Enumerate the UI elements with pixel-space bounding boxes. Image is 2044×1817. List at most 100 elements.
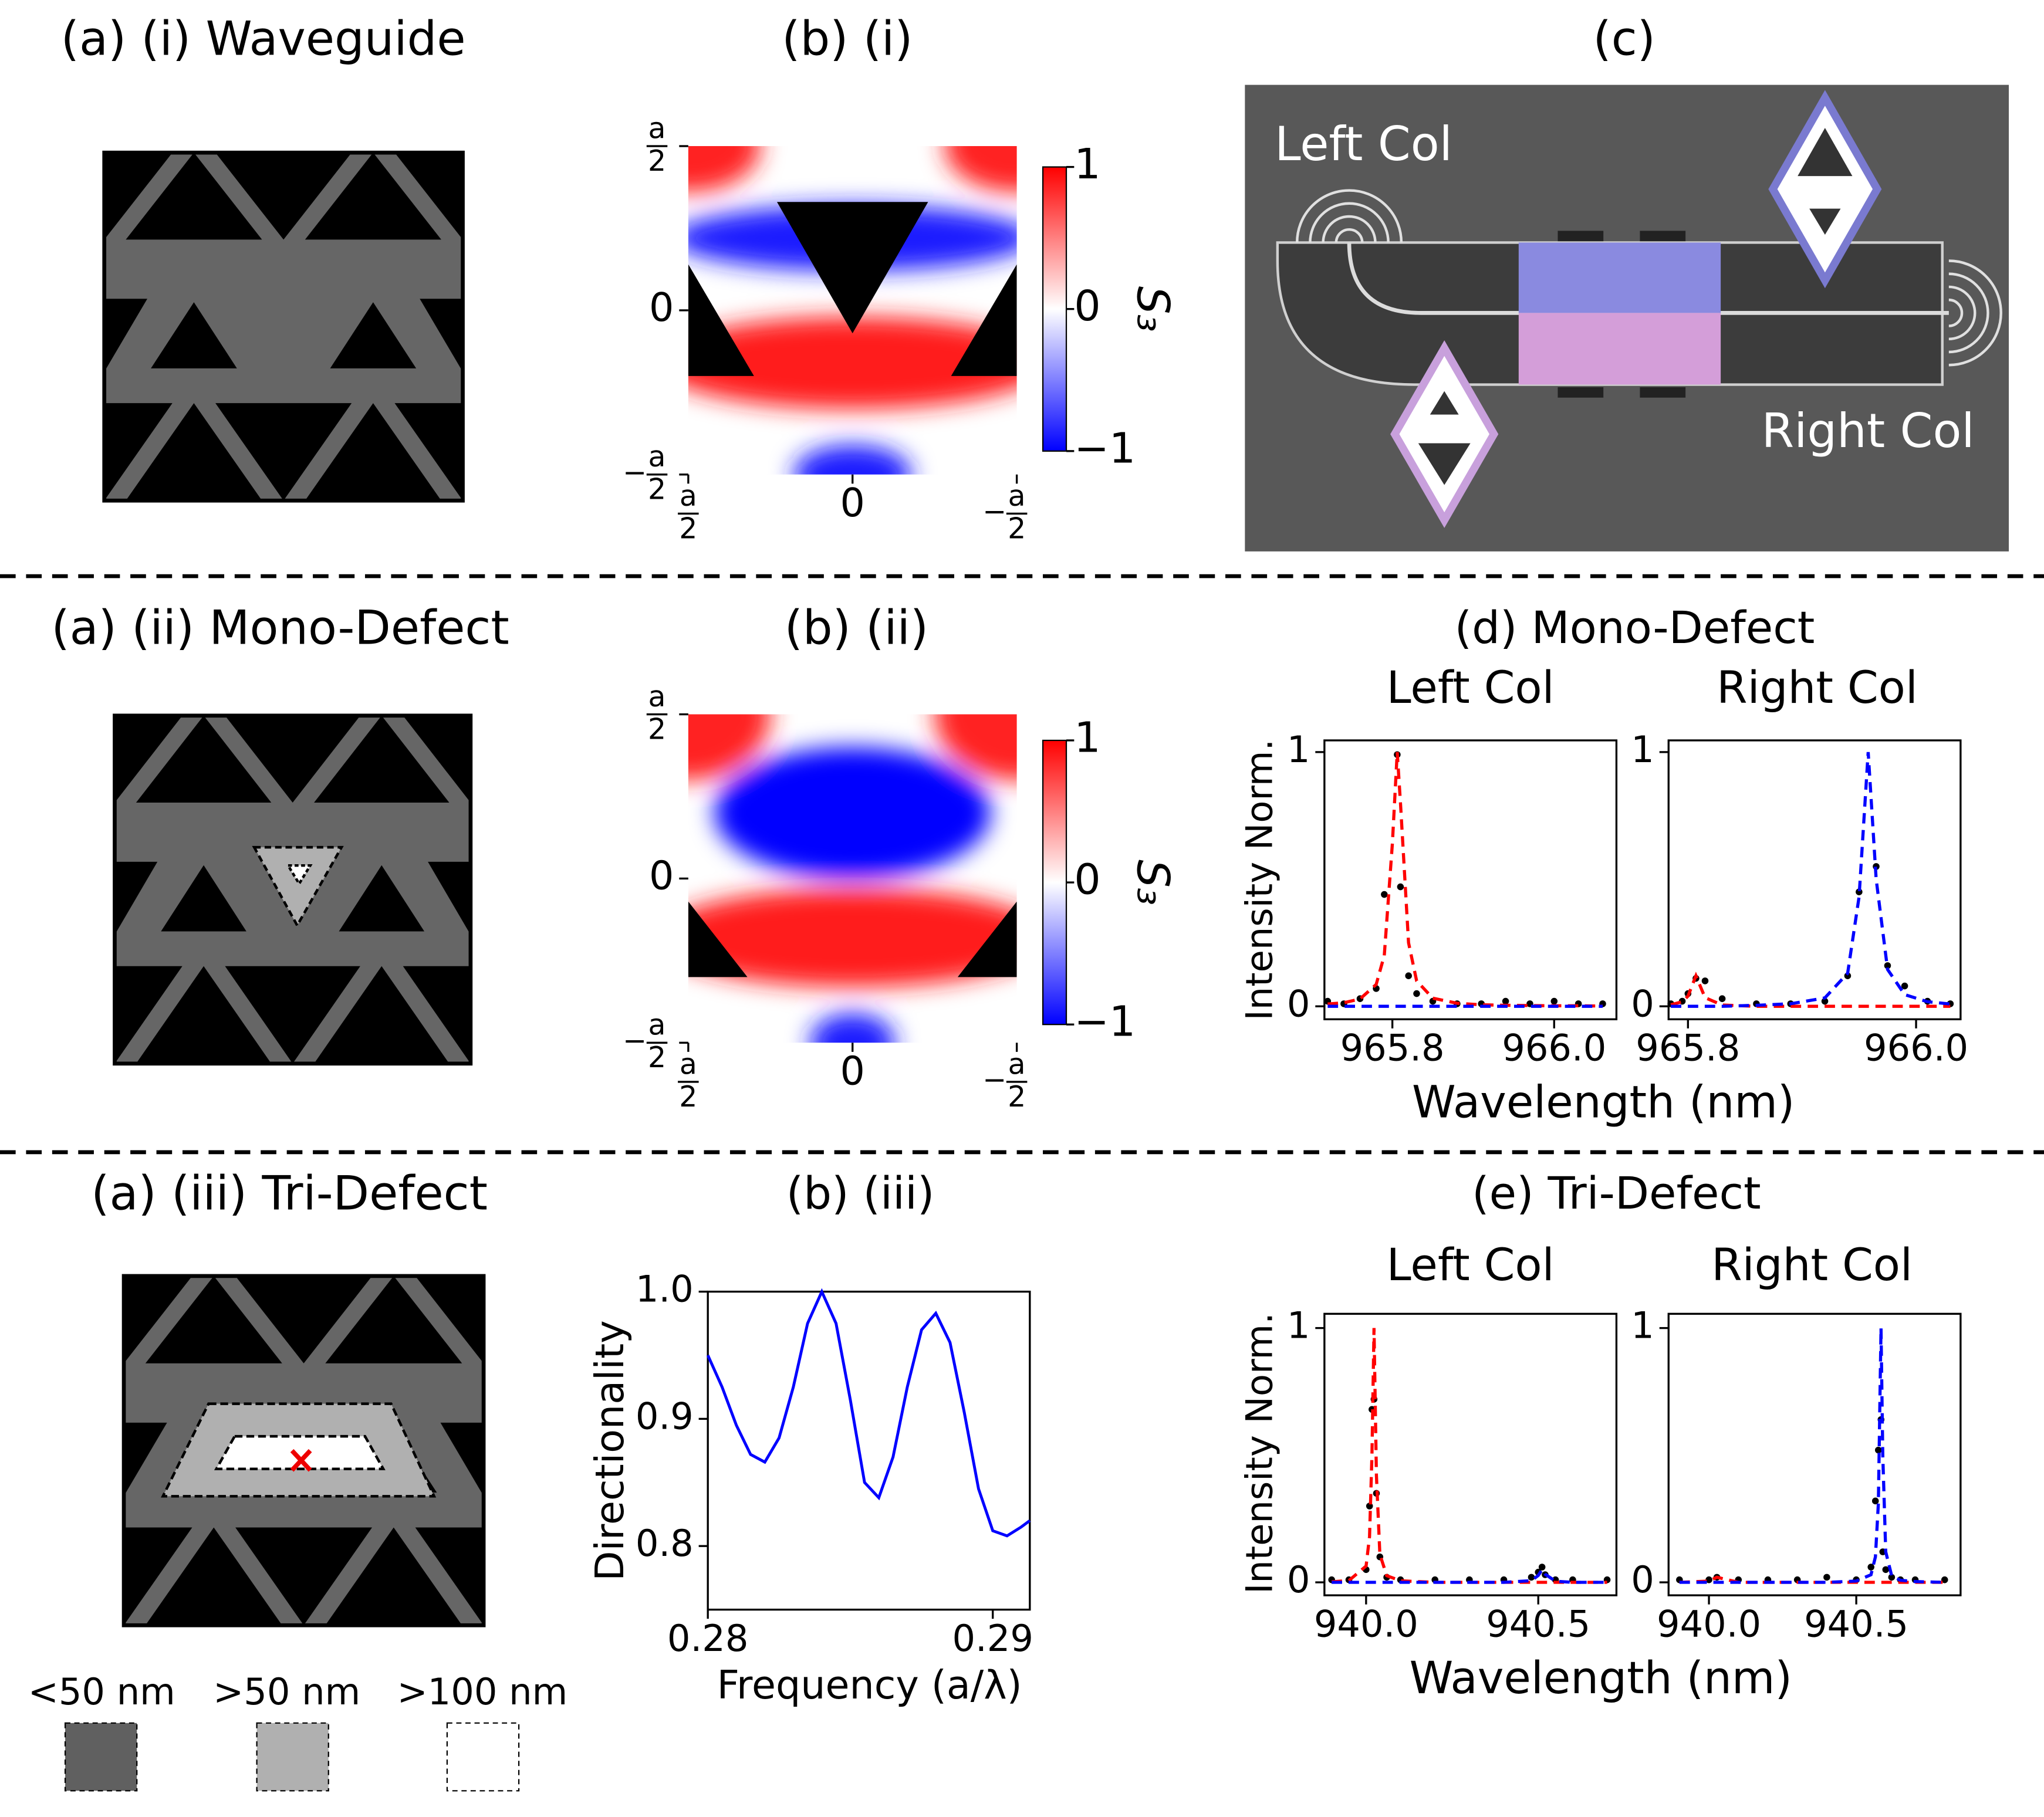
air-hole	[688, 264, 754, 376]
data-point	[1718, 995, 1726, 1002]
data-point	[1538, 1564, 1546, 1571]
x-tick-label: 940.5	[1804, 1603, 1908, 1646]
y-tick-label: − a 2	[623, 440, 666, 506]
hole	[235, 1527, 373, 1626]
hole	[403, 966, 471, 1064]
hole	[225, 715, 360, 803]
chart-title: Left Col	[1387, 662, 1555, 713]
defect	[285, 864, 313, 886]
hole	[394, 403, 463, 501]
chart-title: (b) (iii)	[786, 1168, 935, 1219]
colorbar-tick-label: 0	[1074, 282, 1100, 330]
y-tick-label: 0.9	[636, 1395, 694, 1437]
x-tick-label: 966.0	[1864, 1027, 1968, 1070]
data-point	[1941, 1576, 1948, 1583]
hole	[325, 1527, 462, 1626]
data-point	[1528, 1574, 1535, 1581]
defect-marker	[290, 1449, 312, 1472]
hole	[215, 153, 352, 240]
field-lobe	[934, 714, 1017, 780]
lattice-frame	[102, 150, 465, 503]
y-tick-label: 1.0	[636, 1268, 694, 1311]
y-tick-label: 1	[1631, 1304, 1654, 1347]
colorbar-tick-label: 0	[1074, 855, 1100, 904]
field-lobe	[944, 146, 1017, 192]
x-tick-label: 940.5	[1486, 1603, 1590, 1646]
data-point	[1701, 977, 1709, 984]
x-tick-label: 966.0	[1502, 1027, 1606, 1070]
colorbar-label: S₃	[1127, 286, 1179, 332]
hole	[145, 1527, 282, 1626]
chart-title: Left Col	[1387, 1239, 1555, 1291]
plot-frame	[707, 1290, 1031, 1611]
field-lobe	[688, 146, 761, 192]
air-hole	[776, 202, 928, 334]
colorbar-tick-label: −1	[1074, 424, 1136, 472]
x-tick-label: 940.0	[1657, 1603, 1761, 1646]
x-tick-label: 0	[840, 1048, 865, 1094]
data-point	[1397, 883, 1404, 891]
hole	[325, 1275, 462, 1363]
data-line	[1327, 752, 1603, 1008]
hole	[124, 1527, 192, 1626]
plot-frame	[1667, 1312, 1962, 1596]
x-axis-label: Wavelength (nm)	[1412, 1076, 1795, 1128]
y-tick-label: 0	[649, 852, 674, 898]
sem-image	[1245, 84, 2009, 551]
y-tick-label: 0	[649, 285, 674, 330]
x-axis-label: Wavelength (nm)	[1410, 1652, 1792, 1704]
hole	[136, 966, 272, 1064]
y-tick-label: 0	[1631, 1558, 1654, 1601]
x-tick-label: − a 2	[982, 479, 1026, 546]
data-point	[1901, 982, 1908, 990]
colorbar-tick-label: 1	[1074, 713, 1100, 762]
field-lobe	[793, 445, 912, 475]
y-tick-label: 1	[1287, 728, 1310, 771]
hole	[305, 403, 441, 501]
hole	[104, 153, 173, 240]
lattice	[104, 153, 463, 501]
x-tick-label: 0.28	[667, 1617, 748, 1660]
x-tick-label: 940.0	[1314, 1603, 1418, 1646]
hole	[161, 865, 246, 932]
panel-title: (c)	[1593, 11, 1656, 66]
heatmap	[688, 146, 1017, 475]
y-axis-label: Intensity Norm.	[1238, 739, 1281, 1021]
hole	[330, 302, 417, 368]
field-lobe	[809, 1013, 896, 1043]
y-tick-label: 1	[1287, 1304, 1310, 1347]
data-point	[1882, 1566, 1890, 1574]
y-tick-label: 0	[1287, 982, 1310, 1025]
y-tick-label: 0	[1631, 982, 1654, 1025]
lattice-frame	[113, 713, 473, 1066]
colorbar	[1042, 739, 1067, 1026]
legend-swatch	[256, 1722, 329, 1792]
sem-label: Right Col	[1762, 404, 1975, 458]
group-title: (d) Mono-Defect	[1455, 602, 1815, 654]
lattice-frame	[121, 1274, 486, 1627]
hole	[225, 966, 360, 1064]
data-point	[1823, 1574, 1830, 1581]
hole	[235, 1275, 373, 1363]
data-line	[1671, 752, 1951, 1008]
lattice	[114, 715, 471, 1064]
x-tick-label: 0.29	[952, 1617, 1033, 1660]
hole	[314, 715, 450, 803]
field-lobe	[688, 888, 1017, 987]
legend-label: >50 nm	[213, 1670, 360, 1713]
field-lobe	[714, 747, 991, 879]
data-line	[1332, 1566, 1607, 1584]
data-point	[1502, 997, 1509, 1005]
y-tick-label: 0	[1287, 1558, 1310, 1601]
y-tick-label: − a 2	[623, 1009, 666, 1075]
defect	[252, 845, 344, 928]
defect	[214, 1434, 386, 1470]
hole	[126, 153, 262, 240]
chart-title: (b) (i)	[782, 11, 913, 66]
x-tick-label: 965.8	[1636, 1027, 1740, 1070]
data-point	[1874, 1446, 1882, 1454]
heatmap	[688, 714, 1017, 1043]
